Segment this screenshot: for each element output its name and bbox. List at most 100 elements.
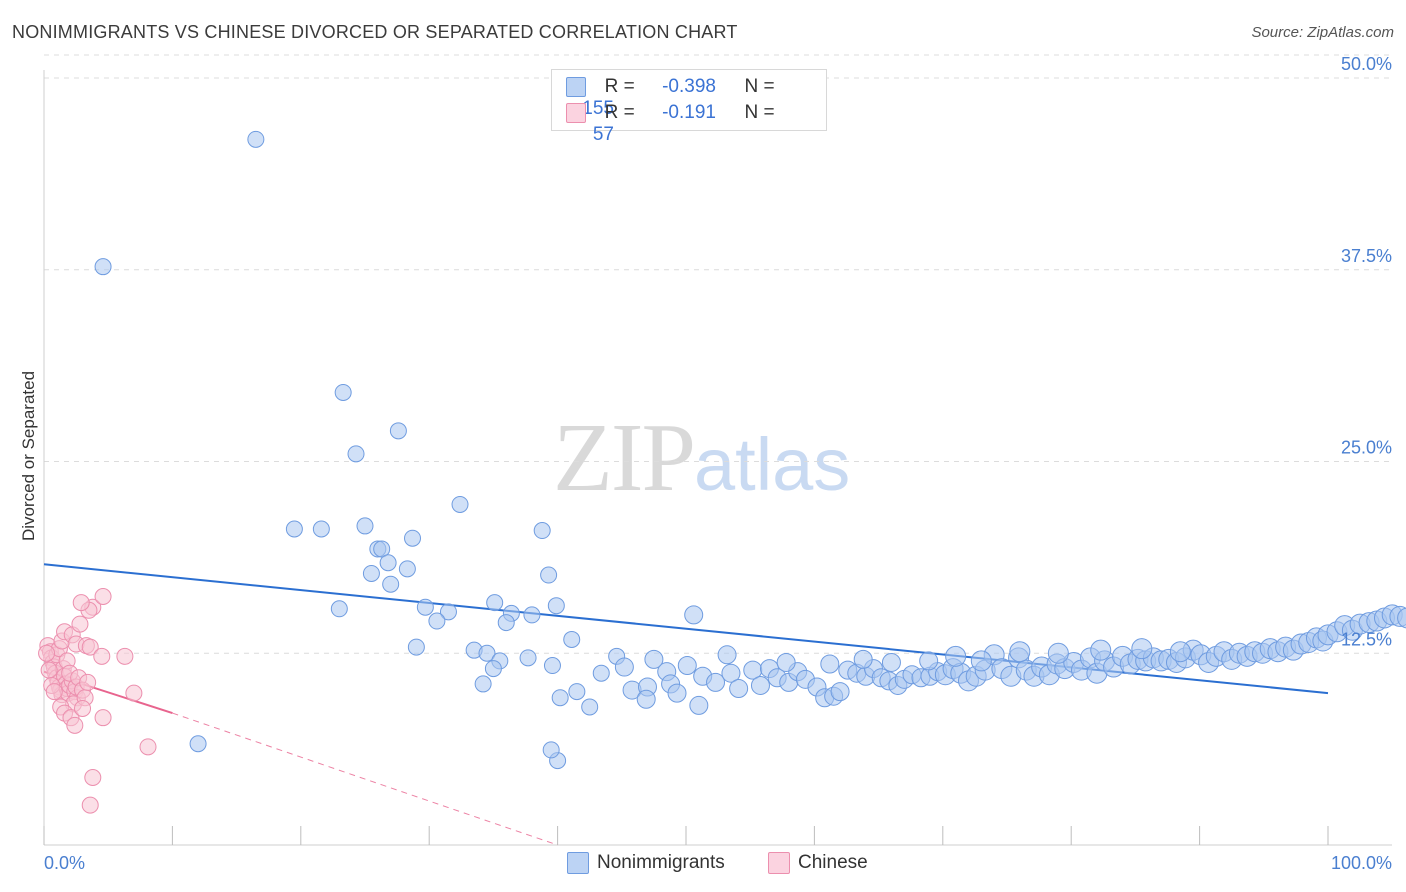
series-legend-nonimmigrants[interactable]: Nonimmigrants (567, 852, 725, 874)
data-point-nonimmigrants (362, 564, 380, 582)
data-point-nonimmigrants (677, 656, 697, 676)
legend-swatch-blue (566, 76, 586, 97)
series-legend: Nonimmigrants Chinese (0, 852, 1406, 878)
data-point-chinese (81, 796, 99, 814)
data-point-nonimmigrants (614, 657, 634, 677)
data-point-chinese (71, 615, 89, 633)
data-point-nonimmigrants (881, 652, 901, 672)
correlation-legend: R = -0.398 N = 155 R = -0.191 N = 57 (551, 69, 827, 145)
data-point-nonimmigrants (689, 695, 709, 715)
data-point-nonimmigrants (830, 682, 850, 702)
x-tick-label-max: 100.0% (1331, 853, 1392, 873)
data-point-nonimmigrants (474, 675, 492, 693)
data-point-nonimmigrants (1047, 642, 1069, 664)
data-point-nonimmigrants (820, 654, 840, 674)
axes (43, 70, 1392, 846)
gridlines (44, 54, 1392, 654)
data-point-nonimmigrants (1131, 638, 1153, 660)
series-swatch-pink (768, 852, 790, 874)
y-tick-label: 12.5% (1341, 629, 1392, 649)
data-point-chinese (93, 647, 111, 665)
data-point-nonimmigrants (519, 649, 537, 667)
y-axis-label: Divorced or Separated (19, 371, 38, 541)
x-tick-label-min: 0.0% (44, 853, 85, 873)
data-point-nonimmigrants (540, 566, 558, 584)
data-point-nonimmigrants (636, 689, 656, 709)
data-point-nonimmigrants (543, 657, 561, 675)
data-point-chinese (45, 683, 63, 701)
data-point-nonimmigrants (684, 605, 704, 625)
data-point-nonimmigrants (486, 594, 504, 612)
y-tick-labels: 12.5% 25.0% 37.5% 50.0% (1341, 54, 1392, 649)
data-point-nonimmigrants (551, 689, 569, 707)
data-point-chinese (94, 587, 112, 605)
chart-title: NONIMMIGRANTS VS CHINESE DIVORCED OR SEP… (12, 22, 738, 42)
watermark-zip: ZIP (553, 404, 696, 512)
data-point-nonimmigrants (945, 645, 967, 667)
series-label-nonimmigrants: Nonimmigrants (597, 852, 725, 874)
data-point-nonimmigrants (1009, 641, 1031, 663)
data-point-nonimmigrants (970, 650, 992, 672)
data-point-nonimmigrants (523, 606, 541, 624)
legend-row-nonimmigrants: R = -0.398 N = 155 (566, 76, 826, 119)
y-tick-label: 25.0% (1341, 438, 1392, 458)
data-point-chinese (72, 594, 90, 612)
legend-swatch-pink (566, 102, 586, 123)
data-point-nonimmigrants (439, 603, 457, 621)
data-point-nonimmigrants (721, 663, 741, 683)
data-point-chinese (81, 638, 99, 656)
data-point-nonimmigrants (592, 664, 610, 682)
data-point-nonimmigrants (581, 698, 599, 716)
data-point-nonimmigrants (853, 649, 873, 669)
data-point-nonimmigrants (356, 517, 374, 535)
legend-r-label: R = (604, 76, 635, 97)
series-legend-chinese[interactable]: Chinese (768, 852, 868, 874)
data-point-nonimmigrants (644, 649, 664, 669)
data-point-nonimmigrants (285, 520, 303, 538)
data-point-nonimmigrants (428, 612, 446, 630)
data-point-nonimmigrants (379, 554, 397, 572)
nonimmigrants-points (94, 130, 1406, 770)
data-point-nonimmigrants (347, 445, 365, 463)
data-point-chinese (79, 673, 97, 691)
data-point-chinese (116, 647, 134, 665)
legend-r-value: -0.398 (662, 76, 716, 97)
data-point-nonimmigrants (1169, 641, 1191, 663)
watermark-atlas: atlas (694, 423, 851, 506)
data-point-nonimmigrants (547, 597, 565, 615)
data-point-chinese (40, 661, 58, 679)
data-point-nonimmigrants (568, 683, 586, 701)
data-point-nonimmigrants (330, 600, 348, 618)
data-point-nonimmigrants (398, 560, 416, 578)
series-label-chinese: Chinese (798, 852, 868, 874)
data-point-nonimmigrants (533, 522, 551, 540)
data-point-nonimmigrants (94, 258, 112, 276)
trend-line-chinese-extension (172, 712, 558, 846)
legend-r-value: -0.191 (662, 102, 716, 123)
data-point-nonimmigrants (497, 614, 515, 632)
chart-source: Source: ZipAtlas.com (1251, 24, 1394, 41)
data-point-nonimmigrants (334, 383, 352, 401)
legend-r-label: R = (604, 102, 635, 123)
data-point-nonimmigrants (706, 672, 726, 692)
data-point-chinese (84, 769, 102, 787)
data-point-nonimmigrants (776, 652, 796, 672)
data-point-nonimmigrants (484, 660, 502, 678)
legend-n-label: N = (744, 76, 775, 97)
data-point-chinese (139, 738, 157, 756)
legend-n-value: 155 (582, 98, 614, 119)
watermark: ZIPatlas (553, 402, 850, 514)
data-point-nonimmigrants (247, 130, 265, 148)
data-point-chinese (125, 684, 143, 702)
data-point-nonimmigrants (563, 630, 581, 648)
y-tick-label: 37.5% (1341, 246, 1392, 266)
legend-row-chinese: R = -0.191 N = 57 (566, 102, 826, 145)
data-point-nonimmigrants (407, 638, 425, 656)
trend-lines (43, 563, 1329, 846)
data-point-nonimmigrants (404, 529, 422, 547)
data-point-nonimmigrants (750, 675, 770, 695)
data-point-nonimmigrants (312, 520, 330, 538)
data-point-nonimmigrants (373, 540, 391, 558)
y-tick-label: 50.0% (1341, 54, 1392, 74)
